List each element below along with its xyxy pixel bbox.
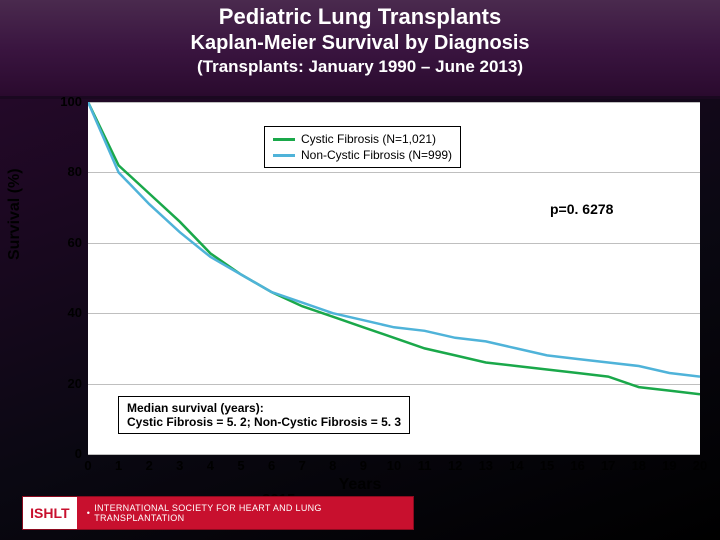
x-tick: 5 bbox=[229, 458, 253, 473]
x-tick: 11 bbox=[413, 458, 437, 473]
legend: Cystic Fibrosis (N=1,021)Non-Cystic Fibr… bbox=[264, 126, 461, 168]
legend-swatch bbox=[273, 154, 295, 157]
y-tick: 80 bbox=[52, 164, 82, 179]
slide-title: Pediatric Lung Transplants bbox=[0, 0, 720, 30]
x-tick: 19 bbox=[657, 458, 681, 473]
y-axis-label: Survival (%) bbox=[6, 168, 24, 260]
p-value: p=0. 6278 bbox=[550, 201, 613, 217]
y-tick: 60 bbox=[52, 235, 82, 250]
ishlt-logo: ISHLT • INTERNATIONAL SOCIETY FOR HEART … bbox=[22, 496, 414, 530]
legend-label: Non-Cystic Fibrosis (N=999) bbox=[301, 147, 452, 163]
x-tick: 20 bbox=[688, 458, 712, 473]
slide-subtitle: Kaplan-Meier Survival by Diagnosis bbox=[0, 32, 720, 55]
x-tick: 15 bbox=[535, 458, 559, 473]
x-tick: 4 bbox=[198, 458, 222, 473]
slide-date-span: (Transplants: January 1990 – June 2013) bbox=[0, 57, 720, 77]
dot-icon: • bbox=[87, 508, 90, 518]
x-tick: 14 bbox=[504, 458, 528, 473]
ishlt-mark: ISHLT bbox=[23, 497, 77, 529]
grid-line bbox=[88, 454, 700, 455]
title-band: Pediatric Lung Transplants Kaplan-Meier … bbox=[0, 0, 720, 98]
y-tick: 100 bbox=[52, 94, 82, 109]
legend-swatch bbox=[273, 138, 295, 141]
x-tick: 13 bbox=[474, 458, 498, 473]
x-tick: 17 bbox=[596, 458, 620, 473]
x-tick: 10 bbox=[382, 458, 406, 473]
x-tick: 7 bbox=[290, 458, 314, 473]
legend-label: Cystic Fibrosis (N=1,021) bbox=[301, 131, 436, 147]
x-tick: 1 bbox=[107, 458, 131, 473]
median-line-1: Median survival (years): bbox=[127, 401, 401, 415]
median-survival-box: Median survival (years):Cystic Fibrosis … bbox=[118, 396, 410, 434]
survival-chart: 0204060801000123456789101112131415161718… bbox=[40, 102, 700, 462]
x-tick: 0 bbox=[76, 458, 100, 473]
ishlt-logo-text: INTERNATIONAL SOCIETY FOR HEART AND LUNG… bbox=[94, 503, 413, 523]
x-tick: 16 bbox=[566, 458, 590, 473]
x-tick: 9 bbox=[351, 458, 375, 473]
median-line-2: Cystic Fibrosis = 5. 2; Non-Cystic Fibro… bbox=[127, 415, 401, 429]
y-tick: 40 bbox=[52, 305, 82, 320]
x-tick: 12 bbox=[443, 458, 467, 473]
slide: Pediatric Lung Transplants Kaplan-Meier … bbox=[0, 0, 720, 540]
legend-item: Cystic Fibrosis (N=1,021) bbox=[273, 131, 452, 147]
x-tick: 18 bbox=[627, 458, 651, 473]
x-tick: 8 bbox=[321, 458, 345, 473]
x-axis-label: Years bbox=[0, 476, 720, 494]
y-tick: 20 bbox=[52, 376, 82, 391]
footer: ISHLT • INTERNATIONAL SOCIETY FOR HEART … bbox=[22, 496, 702, 536]
x-tick: 2 bbox=[137, 458, 161, 473]
x-tick: 6 bbox=[260, 458, 284, 473]
legend-item: Non-Cystic Fibrosis (N=999) bbox=[273, 147, 452, 163]
x-tick: 3 bbox=[168, 458, 192, 473]
